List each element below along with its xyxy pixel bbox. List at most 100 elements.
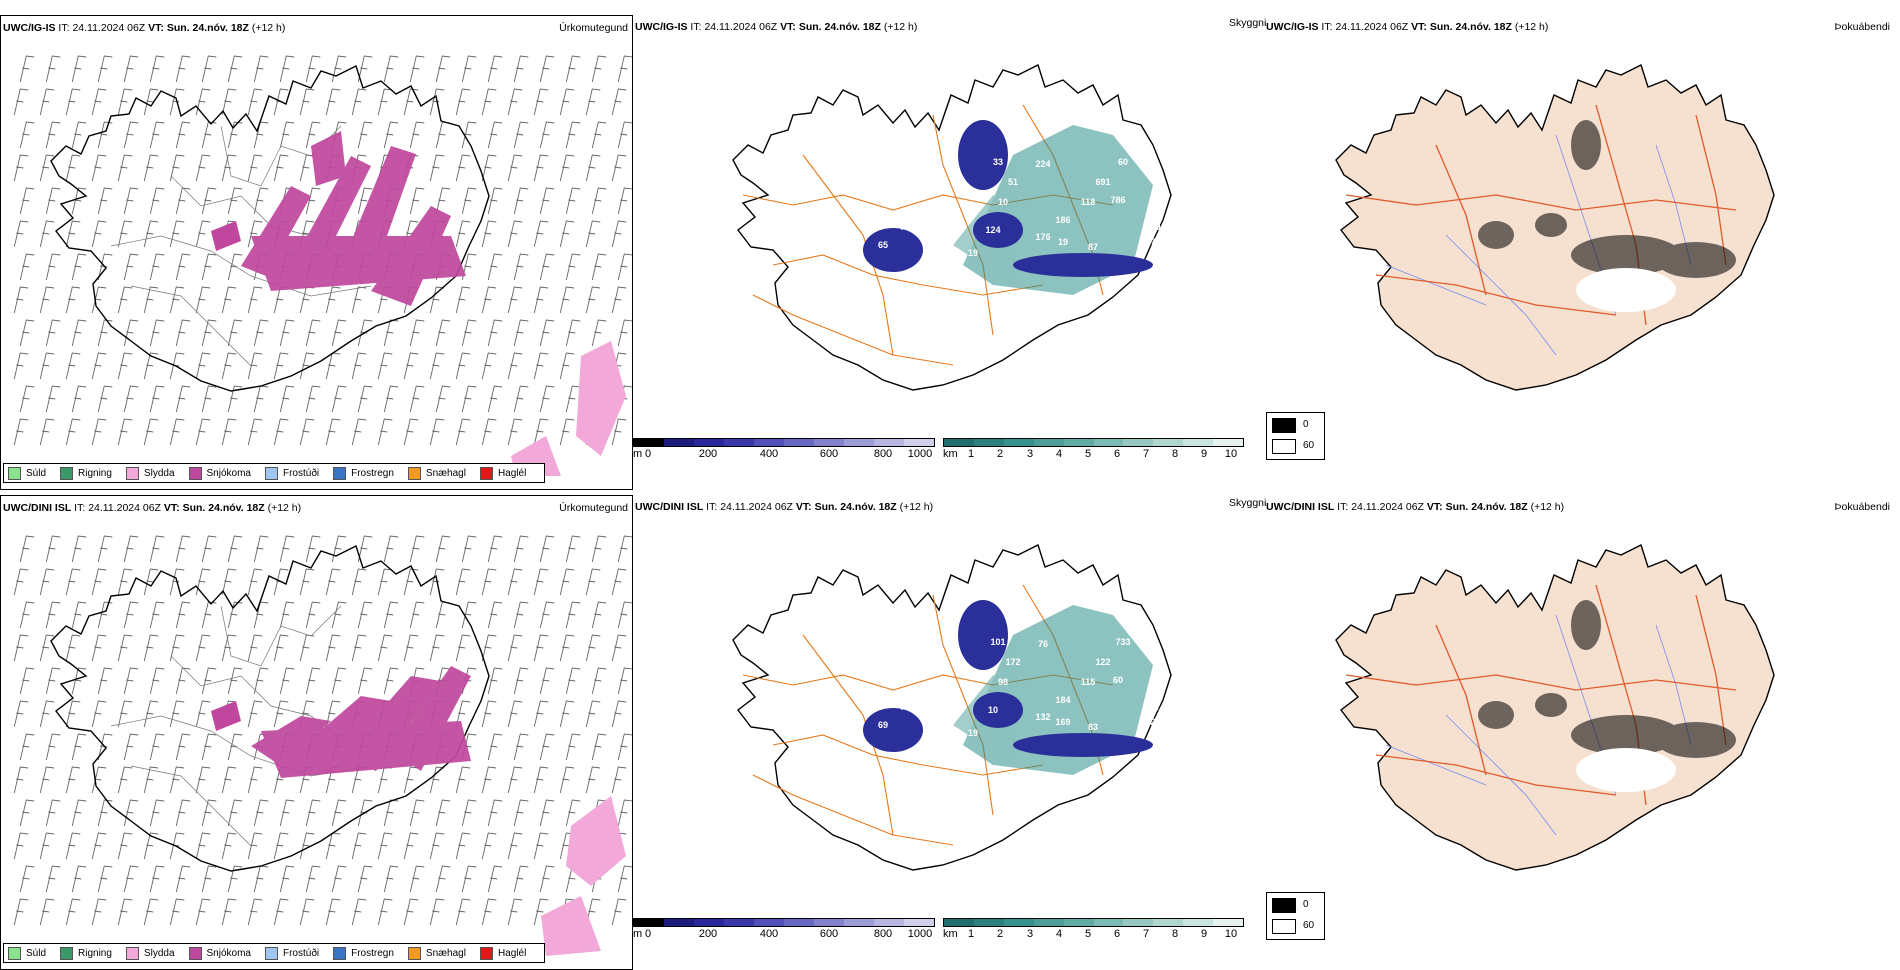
wind-barb	[175, 733, 191, 761]
cloud-base-label: 77	[900, 222, 910, 232]
wind-barb	[357, 385, 373, 413]
wind-barb	[123, 865, 139, 893]
cloud-base-label: 87	[1088, 242, 1098, 252]
wind-barb	[351, 286, 367, 314]
wind-barb	[383, 535, 399, 563]
legend-item: Frostúði	[264, 946, 319, 960]
wind-barb	[253, 319, 269, 347]
wind-barb	[299, 418, 315, 446]
iceland-coastline	[50, 545, 490, 872]
wind-barb	[201, 733, 217, 761]
wind-barb	[429, 286, 445, 314]
wind-barb	[65, 832, 81, 860]
road-line	[772, 254, 1044, 296]
fog-patch	[1571, 600, 1601, 650]
wind-barb	[143, 88, 159, 116]
legend-item: Súld	[8, 466, 46, 480]
wind-barb	[513, 385, 529, 413]
wind-barb	[97, 799, 113, 827]
wind-barb	[611, 286, 627, 314]
wind-barb	[461, 385, 477, 413]
wind-barb	[461, 319, 477, 347]
wind-barb	[409, 865, 425, 893]
snow-band	[211, 221, 241, 251]
wind-barb	[273, 634, 289, 662]
wind-barb	[201, 187, 217, 215]
wind-barb	[149, 601, 165, 629]
wind-barb	[565, 667, 581, 695]
wind-barb	[39, 88, 55, 116]
cloud-base-label: 69	[878, 720, 888, 730]
wind-barb	[305, 121, 321, 149]
road-line	[802, 634, 894, 836]
wind-barb	[611, 88, 627, 116]
wind-barb	[617, 601, 632, 629]
wind-barb	[65, 154, 81, 182]
wind-barb	[513, 667, 529, 695]
wind-barb	[533, 418, 549, 446]
wind-barb	[351, 418, 367, 446]
wind-barb	[247, 832, 263, 860]
wind-barb	[65, 568, 81, 596]
wind-barb	[279, 319, 295, 347]
wind-barb	[195, 568, 211, 596]
fog-patch	[1571, 120, 1601, 170]
wind-barb	[247, 766, 263, 794]
wind-barb	[149, 733, 165, 761]
wind-barb	[45, 121, 61, 149]
field-name: Þokuábendi	[1834, 21, 1890, 33]
wind-barb	[481, 898, 497, 926]
wind-barb	[227, 319, 243, 347]
wind-barb	[227, 55, 243, 83]
wind-barb	[71, 319, 87, 347]
wind-barb	[117, 766, 133, 794]
legend-swatch	[479, 466, 493, 480]
wind-barb	[279, 535, 295, 563]
wind-barb	[279, 799, 295, 827]
wind-barb	[565, 535, 581, 563]
wind-barb	[221, 154, 237, 182]
cloud-base-label: 392	[1140, 717, 1155, 727]
sleet-patch	[576, 341, 626, 456]
wind-barb	[559, 88, 575, 116]
wind-barb	[195, 154, 211, 182]
wind-barb	[585, 700, 601, 728]
wind-barb	[45, 601, 61, 629]
wind-barb	[403, 418, 419, 446]
wind-barb	[507, 700, 523, 728]
wind-barb	[513, 121, 529, 149]
wind-barb	[123, 799, 139, 827]
river-line	[1445, 714, 1557, 836]
legend-swatch	[60, 946, 74, 960]
fog-panel-row1: UWC/IG-IS IT: 24.11.2024 06Z VT: Sun. 24…	[1266, 15, 1899, 490]
wind-barb	[97, 535, 113, 563]
wind-barb	[435, 799, 451, 827]
wind-barb	[461, 535, 477, 563]
wind-barb	[611, 634, 627, 662]
wind-barb	[565, 601, 581, 629]
wind-barb	[39, 286, 55, 314]
cloud-base-label: 19	[968, 728, 978, 738]
wind-barb	[611, 154, 627, 182]
wind-barb	[539, 319, 555, 347]
fog-patch	[1535, 213, 1567, 237]
legend-swatch	[407, 466, 421, 480]
wind-barb	[487, 385, 503, 413]
wind-barb	[565, 799, 581, 827]
wind-barb	[559, 568, 575, 596]
wind-barb	[253, 667, 269, 695]
wind-barb	[71, 601, 87, 629]
wind-barb	[481, 154, 497, 182]
road-line	[130, 285, 252, 367]
wind-barb	[611, 766, 627, 794]
wind-barb	[13, 220, 29, 248]
wind-barb	[71, 799, 87, 827]
wind-barb	[65, 898, 81, 926]
glacier-patch	[863, 228, 923, 272]
wind-barb	[273, 154, 289, 182]
wind-barb	[565, 733, 581, 761]
wind-barb	[383, 799, 399, 827]
cloud-base-label: 78	[900, 702, 910, 712]
cloudbase-map-row1: 77 65 8 124 19 176 186 19 87 118 691 60 786 180 147 91 2…	[732, 64, 1178, 391]
wind-barb	[455, 568, 471, 596]
